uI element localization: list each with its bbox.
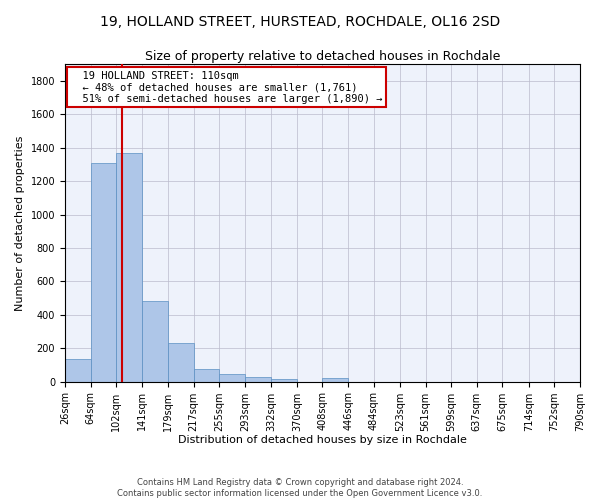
Bar [194,369,219,382]
Bar [245,376,271,382]
Text: Contains HM Land Registry data © Crown copyright and database right 2024.
Contai: Contains HM Land Registry data © Crown c… [118,478,482,498]
Bar [91,162,116,382]
Text: 19, HOLLAND STREET, HURSTEAD, ROCHDALE, OL16 2SD: 19, HOLLAND STREET, HURSTEAD, ROCHDALE, … [100,15,500,29]
Title: Size of property relative to detached houses in Rochdale: Size of property relative to detached ho… [145,50,500,63]
Bar [219,374,245,382]
Bar [142,300,168,382]
Y-axis label: Number of detached properties: Number of detached properties [15,135,25,310]
Bar [271,379,297,382]
Bar [116,152,142,382]
Bar [322,378,348,382]
Bar [65,359,91,382]
Text: 19 HOLLAND STREET: 110sqm
  ← 48% of detached houses are smaller (1,761)
  51% o: 19 HOLLAND STREET: 110sqm ← 48% of detac… [70,70,383,104]
X-axis label: Distribution of detached houses by size in Rochdale: Distribution of detached houses by size … [178,435,467,445]
Bar [168,343,194,382]
